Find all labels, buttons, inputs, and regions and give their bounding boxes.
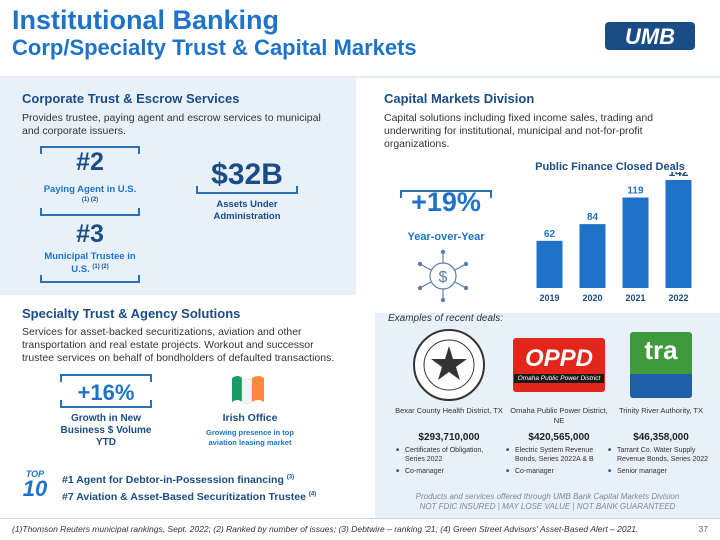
rank-line-1-note: (3): [286, 474, 295, 481]
st-growth-bracket-top: [60, 374, 152, 382]
chart-title: Public Finance Closed Deals: [535, 161, 685, 173]
rank1-note: (1) (2): [81, 197, 99, 203]
disclaimer: Products and services offered through UM…: [375, 492, 720, 512]
tra-logo: tra: [606, 327, 716, 402]
rank-line-2-text: #7 Aviation & Asset-Based Securitization…: [62, 491, 306, 503]
rank-line-1: #1 Agent for Debtor-in-Possession financ…: [62, 474, 294, 486]
footer-divider: [0, 518, 720, 540]
bar-2021: [622, 197, 649, 288]
footnote: (1)Thomson Reuters municipal rankings, S…: [12, 524, 639, 534]
deal-amount: $293,710,000: [418, 432, 480, 443]
data-label-2022: 142: [668, 172, 688, 179]
tra-logo-text: tra: [644, 334, 678, 365]
rank1-label: Paying Agent in U.S. (1) (2): [40, 184, 140, 208]
rank2-label-text: Municipal Trustee in U.S.: [44, 251, 136, 276]
tick-label-2021: 2021: [625, 293, 645, 303]
rank2-value: #3: [76, 220, 104, 248]
deal-bullet: Certificates of Obligation, Series 2022: [396, 446, 504, 464]
st-growth-value: +16%: [77, 380, 135, 405]
deal-bullets: Certificates of Obligation, Series 2022 …: [394, 446, 504, 476]
rank2-label: Municipal Trustee in U.S. (1) (2): [40, 251, 140, 275]
rank-line-2-note: (4): [308, 491, 317, 498]
top10-top: TOP: [25, 469, 45, 479]
umb-logo: UMB: [605, 22, 695, 50]
assets-value: $32B: [211, 158, 283, 191]
rank-line-1-text: #1 Agent for Debtor-in-Possession financ…: [62, 474, 284, 486]
rank-bracket-mid: [40, 208, 140, 216]
deal-amount: $46,358,000: [633, 432, 689, 443]
oppd-logo: OPPD Omaha Public Power District: [504, 327, 614, 402]
specialty-trust-description: Services for asset-backed securitization…: [22, 326, 335, 364]
deal-bullet: Electric System Revenue Bonds, Series 20…: [506, 446, 614, 464]
rank1-bracket: [40, 146, 140, 154]
disclaimer-line-2: NOT FDIC INSURED | MAY LOSE VALUE | NOT …: [419, 502, 676, 511]
disclaimer-line-1: Products and services offered through UM…: [415, 492, 680, 501]
network-dollar-icon: $: [417, 249, 469, 303]
irish-office-title: Irish Office: [222, 412, 278, 424]
cm-growth-value: +19%: [411, 187, 481, 217]
rank2-bracket: [40, 275, 140, 283]
page-title: Institutional Banking Corp/Specialty Tru…: [12, 6, 417, 61]
public-finance-bar-chart: 62 2019 84 2020 119 2021 142 2022: [536, 172, 692, 303]
top10-badge: TOP 10: [22, 469, 48, 505]
bexar-seal-icon: [413, 328, 485, 401]
dollar-symbol: $: [439, 269, 448, 286]
deal-bullet: Co-manager: [506, 467, 614, 476]
title-line-1: Institutional Banking: [12, 5, 279, 35]
rank1-label-text: Paying Agent in U.S.: [43, 184, 137, 195]
specialty-trust-heading: Specialty Trust & Agency Solutions: [22, 306, 241, 321]
deal-bullets: Electric System Revenue Bonds, Series 20…: [504, 446, 614, 476]
top10-number: 10: [22, 476, 48, 501]
data-label-2019: 62: [544, 229, 556, 240]
examples-label: Examples of recent deals:: [388, 313, 504, 324]
capital-markets-description: Capital solutions including fixed income…: [384, 112, 654, 150]
logo-text: UMB: [625, 24, 675, 49]
deal-bexar: Bexar County Health District, TX $293,71…: [394, 327, 504, 479]
capital-markets-heading: Capital Markets Division: [384, 91, 535, 106]
corporate-trust-description: Provides trustee, paying agent and escro…: [22, 112, 321, 137]
deal-oppd: OPPD Omaha Public Power District Omaha P…: [504, 327, 614, 479]
data-label-2020: 84: [587, 212, 599, 223]
st-growth-bracket-bottom: [60, 400, 152, 408]
rank1-value: #2: [76, 148, 104, 176]
oppd-logo-text: OPPD: [524, 345, 593, 372]
tra-logo-wave: [630, 373, 692, 398]
bar-fill-2022: [665, 180, 692, 288]
cm-growth-label: Year-over-Year: [407, 231, 485, 243]
deal-bullet: Co-manager: [396, 467, 504, 476]
title-line-2: Corp/Specialty Trust & Capital Markets: [12, 35, 417, 60]
assets-label: Assets Under Administration: [213, 199, 281, 222]
rank2-note: (1) (2): [92, 264, 109, 270]
data-label-2021: 119: [627, 185, 644, 196]
bar-2020: [579, 224, 606, 288]
cm-growth-bracket: [400, 190, 492, 198]
deal-trinity: tra Trinity River Authority, TX $46,358,…: [606, 327, 716, 479]
page-number: 37: [698, 524, 708, 534]
deal-name: Omaha Public Power District, NE: [510, 406, 608, 425]
assets-bracket: [196, 186, 298, 194]
deal-name: Trinity River Authority, TX: [618, 406, 704, 415]
irish-office-desc: Growing presence in top aviation leasing…: [206, 428, 294, 447]
deal-amount: $420,565,000: [528, 432, 590, 443]
bar-2019: [536, 240, 563, 288]
corporate-trust-heading: Corporate Trust & Escrow Services: [22, 91, 240, 106]
header-divider: [0, 76, 720, 78]
deal-bullets: Tarrant Co. Water Supply Revenue Bonds, …: [606, 446, 716, 476]
tick-label-2022: 2022: [668, 293, 688, 303]
ireland-flag-icon: [232, 376, 264, 405]
oppd-logo-sub: Omaha Public Power District: [513, 374, 605, 383]
deal-bullet: Tarrant Co. Water Supply Revenue Bonds, …: [608, 446, 716, 464]
tick-label-2019: 2019: [539, 293, 559, 303]
st-growth-label: Growth in New Business $ Volume YTD: [60, 413, 152, 448]
deal-bullet: Senior manager: [608, 467, 716, 476]
deal-name: Bexar County Health District, TX: [395, 406, 503, 415]
tick-label-2020: 2020: [582, 293, 602, 303]
bexar-seal-logo: [394, 327, 504, 402]
rank-line-2: #7 Aviation & Asset-Based Securitization…: [62, 491, 316, 503]
